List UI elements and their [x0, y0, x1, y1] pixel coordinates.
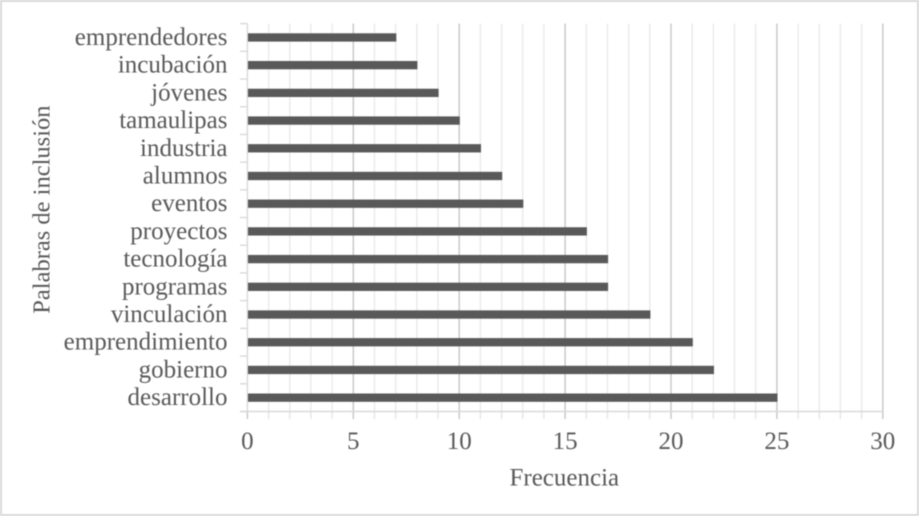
svg-text:vinculación: vinculación: [111, 301, 228, 328]
svg-text:emprendedores: emprendedores: [75, 24, 228, 51]
svg-text:5: 5: [347, 428, 360, 455]
svg-text:10: 10: [447, 428, 472, 455]
svg-text:eventos: eventos: [151, 190, 227, 217]
svg-text:15: 15: [553, 428, 578, 455]
svg-text:25: 25: [764, 428, 789, 455]
svg-text:tecnología: tecnología: [123, 246, 227, 273]
svg-text:gobierno: gobierno: [139, 356, 228, 383]
svg-text:jóvenes: jóvenes: [150, 79, 227, 106]
svg-text:20: 20: [659, 428, 684, 455]
svg-text:tamaulipas: tamaulipas: [119, 107, 227, 134]
svg-text:alumnos: alumnos: [143, 162, 228, 189]
svg-text:proyectos: proyectos: [130, 218, 227, 245]
svg-text:emprendimiento: emprendimiento: [64, 329, 228, 356]
svg-text:30: 30: [870, 428, 895, 455]
svg-text:0: 0: [241, 428, 254, 455]
svg-text:Frecuencia: Frecuencia: [509, 465, 619, 492]
svg-text:programas: programas: [122, 273, 228, 300]
svg-text:incubación: incubación: [118, 52, 228, 79]
svg-text:industria: industria: [140, 135, 228, 162]
svg-text:Palabras de inclusión: Palabras de inclusión: [29, 105, 56, 313]
svg-text:desarrollo: desarrollo: [128, 384, 228, 411]
